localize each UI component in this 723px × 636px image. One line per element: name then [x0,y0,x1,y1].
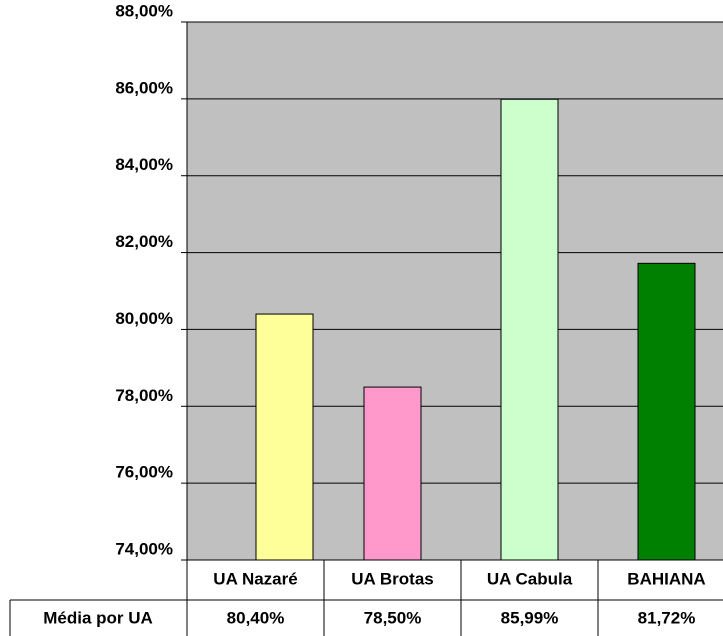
bar [255,313,314,561]
data-table-value: 78,50% [364,608,422,627]
bar [363,386,422,561]
y-tick-label: 82,00% [115,232,173,251]
y-tick-label: 80,00% [115,309,173,328]
y-tick-label: 78,00% [115,386,173,405]
y-tick-label: 84,00% [115,155,173,174]
data-table-value: 81,72% [638,608,696,627]
x-tick-label: UA Brotas [351,569,434,588]
data-table-value: 85,99% [501,608,559,627]
y-tick-label: 88,00% [115,1,173,20]
x-tick-label: UA Cabula [487,569,573,588]
legend-label: Média por UA [43,608,153,627]
x-tick-label: UA Nazaré [213,569,297,588]
bar [637,262,696,561]
bar [500,98,559,561]
y-tick-label: 86,00% [115,78,173,97]
y-tick-label: 74,00% [115,539,173,558]
data-table-value: 80,40% [227,608,285,627]
x-tick-label: BAHIANA [627,569,705,588]
y-tick-label: 76,00% [115,463,173,482]
